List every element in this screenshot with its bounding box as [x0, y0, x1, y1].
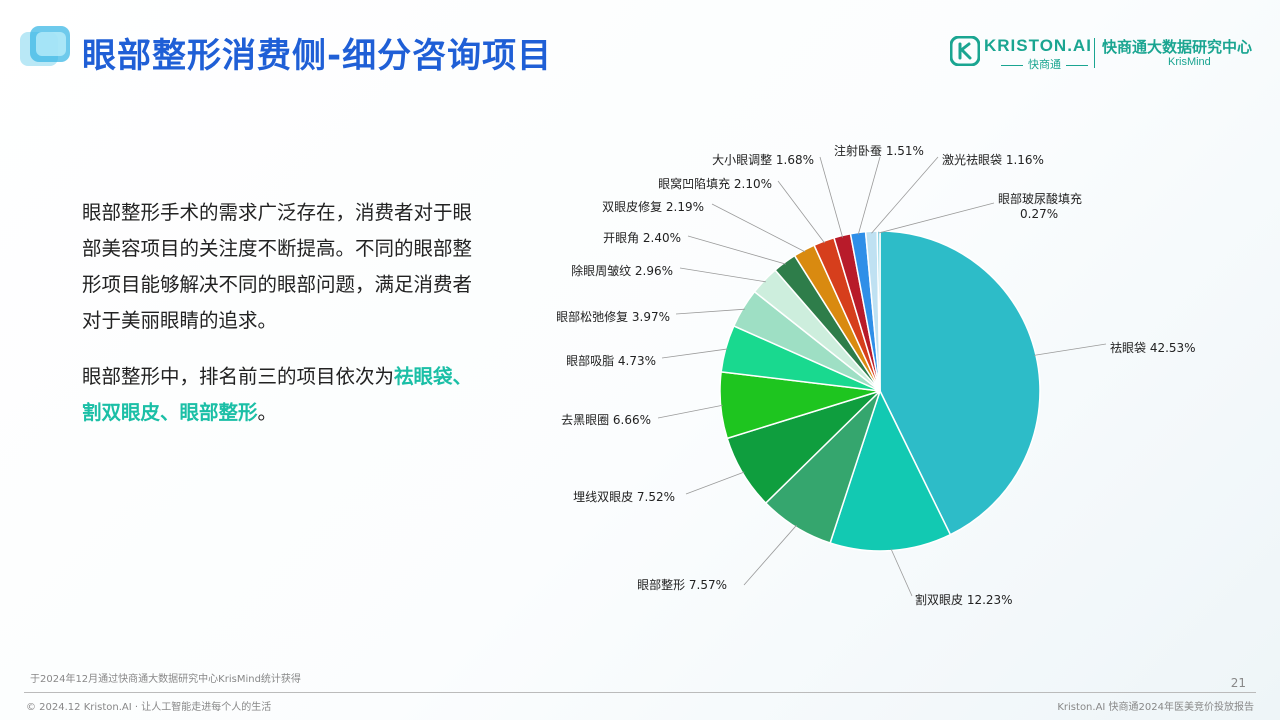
- source-note: 于2024年12月通过快商通大数据研究中心KrisMind统计获得: [30, 674, 301, 685]
- leader-line-15: [878, 202, 995, 234]
- body-text: 眼部整形手术的需求广泛存在，消费者对于眼部美容项目的关注度不断提高。不同的眼部整…: [82, 195, 482, 451]
- page-number: 21: [1230, 676, 1246, 690]
- leader-line-14: [871, 156, 939, 234]
- leader-line-1: [1033, 343, 1107, 356]
- leader-line-10: [711, 203, 806, 253]
- slice-label-11: 眼窝凹陷填充 2.10%: [658, 176, 772, 191]
- leader-line-9: [687, 235, 786, 265]
- slice-label-12: 大小眼调整 1.68%: [712, 152, 814, 167]
- leader-line-3: [743, 524, 797, 586]
- slice-label-7: 眼部松弛修复 3.97%: [556, 309, 670, 324]
- brand-block: KRISTON.AI 快商通 快商通大数据研究中心 KrisMind: [950, 36, 1260, 72]
- ranking-highlight: 祛眼袋、割双眼皮、眼部整形: [82, 365, 473, 424]
- ranking-suffix: 。: [257, 401, 278, 424]
- slice-label-4: 埋线双眼皮 7.52%: [573, 490, 675, 504]
- research-center-name: 快商通大数据研究中心: [1102, 38, 1253, 56]
- slice-label-13: 注射卧蚕 1.51%: [834, 143, 924, 158]
- paragraph-intro: 眼部整形手术的需求广泛存在，消费者对于眼部美容项目的关注度不断提高。不同的眼部整…: [82, 201, 473, 332]
- kriston-logo-icon: [950, 36, 980, 66]
- leader-line-8: [679, 267, 766, 283]
- leader-line-7: [675, 308, 745, 315]
- slice-label-1: 祛眼袋 42.53%: [1110, 341, 1196, 355]
- header-decoration-icon: [20, 26, 70, 66]
- leader-line-12: [819, 156, 844, 238]
- brand-subname: 快商通: [996, 56, 1093, 72]
- paragraph-ranking: 眼部整形中，排名前三的项目依次为祛眼袋、割双眼皮、眼部整形。: [82, 359, 482, 431]
- slice-label-10: 双眼皮修复 2.19%: [602, 199, 704, 214]
- slice-label-15: 眼部玻尿酸填充: [998, 191, 1082, 206]
- slice-label-14: 激光祛眼袋 1.16%: [942, 153, 1044, 167]
- slice-label-9: 开眼角 2.40%: [603, 231, 681, 245]
- page-title: 眼部整形消费侧-细分咨询项目: [82, 36, 553, 76]
- pie-slice-2: [829, 389, 952, 552]
- leader-line-11: [777, 180, 825, 244]
- research-center-en: KrisMind: [1168, 56, 1211, 68]
- leader-line-5: [657, 404, 723, 419]
- slice-label-3: 眼部整形 7.57%: [637, 577, 727, 592]
- footer-copyright: © 2024.12 Kriston.AI · 让人工智能走进每个人的生活: [26, 702, 272, 713]
- slice-label-5: 去黑眼圈 6.66%: [561, 413, 651, 427]
- slice-label-8: 除眼周皱纹 2.96%: [571, 263, 673, 278]
- slice-value-15: 0.27%: [1020, 207, 1058, 221]
- ranking-prefix: 眼部整形中，排名前三的项目依次为: [82, 365, 395, 388]
- leader-line-6: [661, 348, 728, 359]
- footer-report-name: Kriston.AI 快商通2024年医美竞价投放报告: [1057, 702, 1254, 713]
- leader-line-2: [890, 548, 913, 597]
- footer-divider: [24, 692, 1256, 693]
- brand-divider: [1094, 38, 1095, 68]
- pie-slice-15: [876, 230, 881, 392]
- slice-label-6: 眼部吸脂 4.73%: [566, 353, 656, 368]
- leader-line-4: [685, 471, 745, 495]
- slice-label-2: 割双眼皮 12.23%: [915, 592, 1013, 607]
- leader-line-13: [857, 156, 881, 235]
- brand-name: KRISTON.AI: [984, 36, 1092, 55]
